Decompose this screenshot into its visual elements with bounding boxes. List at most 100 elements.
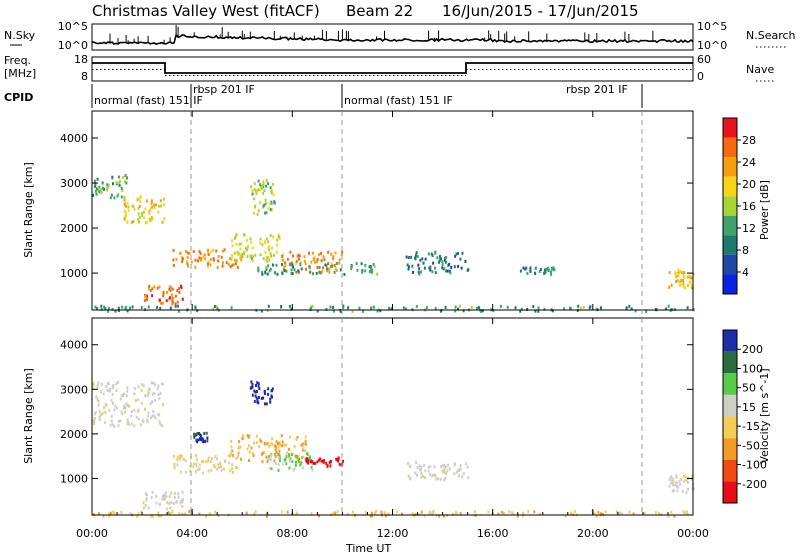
velocity-yticks: 1000 2000 3000 4000 — [60, 339, 693, 485]
x-tick-label: 00:00 — [76, 527, 108, 540]
colorbar-swatch — [723, 373, 737, 395]
echo-region — [92, 174, 128, 200]
freq-tick-bottom: 8 — [81, 70, 88, 83]
power-colorbar-label: Power [dB] — [758, 180, 771, 240]
power-yticks: 1000 2000 3000 4000 — [60, 132, 693, 280]
freq-label-line1: Freq. — [4, 54, 31, 67]
echo-region — [123, 195, 166, 225]
echo-region — [405, 250, 470, 276]
mode-change-markers — [190, 111, 643, 515]
colorbar-swatch — [723, 215, 737, 236]
x-axis: 00:00 04:00 08:00 12:00 16:00 20:00 00:00 — [76, 111, 709, 540]
colorbar-swatch — [723, 137, 737, 158]
echo-region — [230, 233, 281, 263]
colorbar-tick-label: -100 — [742, 459, 767, 472]
y-tick-label: 2000 — [60, 222, 88, 235]
nave-label: Nave — [746, 63, 774, 76]
echo-region — [250, 179, 276, 216]
colorbar-tick-label: 4 — [742, 266, 749, 279]
colorbar-swatch — [723, 351, 737, 374]
echo-region — [249, 380, 274, 406]
colorbar-tick-label: -50 — [742, 439, 760, 452]
freq-panel: Freq. [MHz] 18 8 60 0 Nave — [4, 53, 774, 83]
colorbar-swatch — [723, 235, 737, 255]
colorbar-swatch — [723, 196, 737, 216]
echo-region — [142, 490, 185, 511]
x-tick-label: 12:00 — [377, 527, 409, 540]
echo-region — [519, 266, 556, 276]
colorbar-swatch — [723, 394, 737, 417]
colorbar-swatch — [723, 254, 737, 275]
x-tick-label: 00:00 — [677, 527, 709, 540]
colorbar-tick-label: 24 — [742, 156, 756, 169]
echo-region — [281, 250, 344, 274]
echo-region — [407, 460, 470, 482]
echo-region — [668, 268, 695, 290]
y-tick-label: 3000 — [60, 383, 88, 396]
x-tick-label: 04:00 — [176, 527, 208, 540]
nave-tick-bottom: 0 — [697, 70, 704, 83]
title-station: Christmas Valley West (fitACF) — [92, 2, 320, 20]
colorbar-swatch — [723, 416, 737, 439]
echo-region — [305, 456, 344, 468]
colorbar-swatch — [723, 157, 737, 177]
colorbar-swatch — [723, 118, 737, 138]
velocity-echo-data — [92, 380, 695, 518]
nsky-tick-top: 10^5 — [58, 20, 88, 33]
colorbar-tick-label: -200 — [742, 478, 767, 491]
power-panel: Slant Range [km] 1000 2000 3000 4000 — [22, 110, 695, 313]
cpid-segment-3: normal (fast) 151 IF — [344, 94, 453, 107]
x-axis-label: Time UT — [345, 542, 391, 554]
cpid-segment-1: normal (fast) 151 IF — [94, 94, 203, 107]
echo-region — [257, 262, 379, 276]
cpid-row: CPID normal (fast) 151 IF rbsp 201 IF no… — [4, 83, 643, 108]
y-tick-label: 1000 — [60, 267, 88, 280]
echo-region — [172, 248, 244, 269]
nsky-panel: N.Sky 10^5 10^0 10^5 10^0 N.Search — [4, 20, 796, 52]
x-tick-label: 20:00 — [577, 527, 609, 540]
title-dates: 16/Jun/2015 - 17/Jun/2015 — [442, 2, 639, 20]
colorbar-tick-label: 16 — [742, 200, 756, 213]
cpid-segment-4: rbsp 201 IF — [566, 83, 628, 96]
colorbar-swatch — [723, 176, 737, 197]
colorbar-tick-label: 100 — [742, 362, 763, 375]
x-tick-label: 16:00 — [477, 527, 509, 540]
colorbar-swatch — [723, 459, 737, 482]
nsky-tick-bottom: 10^0 — [58, 39, 88, 52]
title-beam: Beam 22 — [346, 2, 413, 20]
velocity-ylabel: Slant Range [km] — [22, 368, 35, 464]
velocity-colorbar: Velocity [m s^-1] 200 100 50 15 -15 -50 -100 -2… — [722, 329, 771, 504]
freq-tick-top: 18 — [74, 53, 88, 66]
colorbar-tick-label: 20 — [742, 178, 756, 191]
nsky-trace — [91, 33, 694, 46]
colorbar-tick-label: 28 — [742, 134, 756, 147]
nsearch-tick-bottom: 10^0 — [697, 39, 727, 52]
y-tick-label: 1000 — [60, 472, 88, 485]
colorbar-tick-label: -15 — [742, 420, 760, 433]
y-tick-label: 4000 — [60, 339, 88, 352]
echo-region — [143, 284, 184, 306]
nave-tick-top: 60 — [697, 53, 711, 66]
y-tick-label: 4000 — [60, 132, 88, 145]
y-tick-label: 2000 — [60, 428, 88, 441]
colorbar-swatch — [723, 438, 737, 460]
nave-trace — [92, 69, 693, 76]
cpid-segment-2: rbsp 201 IF — [193, 83, 255, 96]
colorbar-swatch — [723, 330, 737, 352]
nsky-label: N.Sky — [4, 29, 36, 42]
x-tick-label: 08:00 — [276, 527, 308, 540]
colorbar-tick-label: 200 — [742, 343, 763, 356]
colorbar-tick-label: 50 — [742, 382, 756, 395]
y-tick-label: 3000 — [60, 177, 88, 190]
echo-region — [92, 380, 164, 428]
power-ylabel: Slant Range [km] — [22, 162, 35, 258]
velocity-colorbar-label: Velocity [m s^-1] — [758, 368, 771, 463]
nsearch-tick-top: 10^5 — [697, 20, 727, 33]
colorbar-tick-label: 15 — [742, 401, 756, 414]
colorbar-swatch — [723, 481, 737, 503]
freq-trace — [92, 62, 693, 74]
colorbar-swatch — [723, 274, 737, 294]
nsky-spikes — [91, 25, 654, 44]
power-colorbar: Power [dB] 28 24 20 16 12 8 4 — [722, 117, 771, 295]
